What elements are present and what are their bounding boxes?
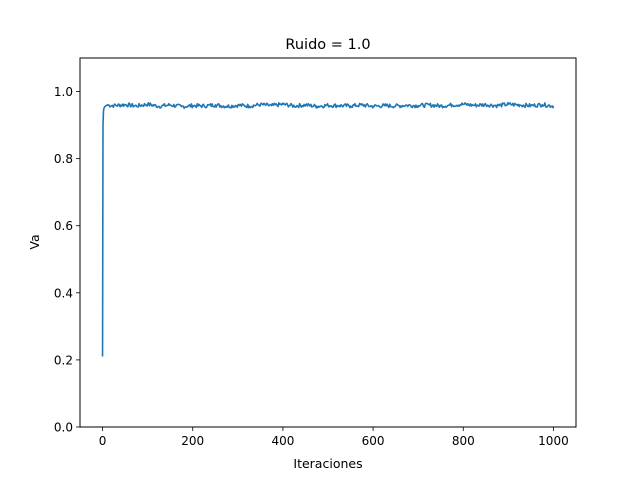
x-tick-label: 800	[452, 434, 475, 448]
x-axis-label: Iteraciones	[293, 456, 362, 471]
y-axis: 0.0 0.2 0.4 0.6 0.8 1.0	[54, 85, 80, 435]
y-tick-label: 0.0	[54, 421, 73, 435]
y-axis-label: Va	[27, 234, 42, 249]
x-tick-label: 1000	[538, 434, 569, 448]
x-tick-label: 600	[362, 434, 385, 448]
y-tick-label: 1.0	[54, 85, 73, 99]
y-tick-label: 0.8	[54, 152, 73, 166]
x-tick-label: 400	[271, 434, 294, 448]
axes-frame	[79, 57, 577, 428]
chart-title: Ruido = 1.0	[285, 37, 370, 53]
x-axis: 0 200 400 600 800 1000	[99, 427, 569, 448]
x-tick-label: 200	[181, 434, 204, 448]
y-tick-label: 0.6	[54, 219, 73, 233]
y-tick-label: 0.4	[54, 286, 73, 300]
series-line-0	[101, 101, 555, 357]
plot-area	[101, 101, 555, 357]
x-tick-label: 0	[99, 434, 107, 448]
y-tick-label: 0.2	[54, 353, 73, 367]
